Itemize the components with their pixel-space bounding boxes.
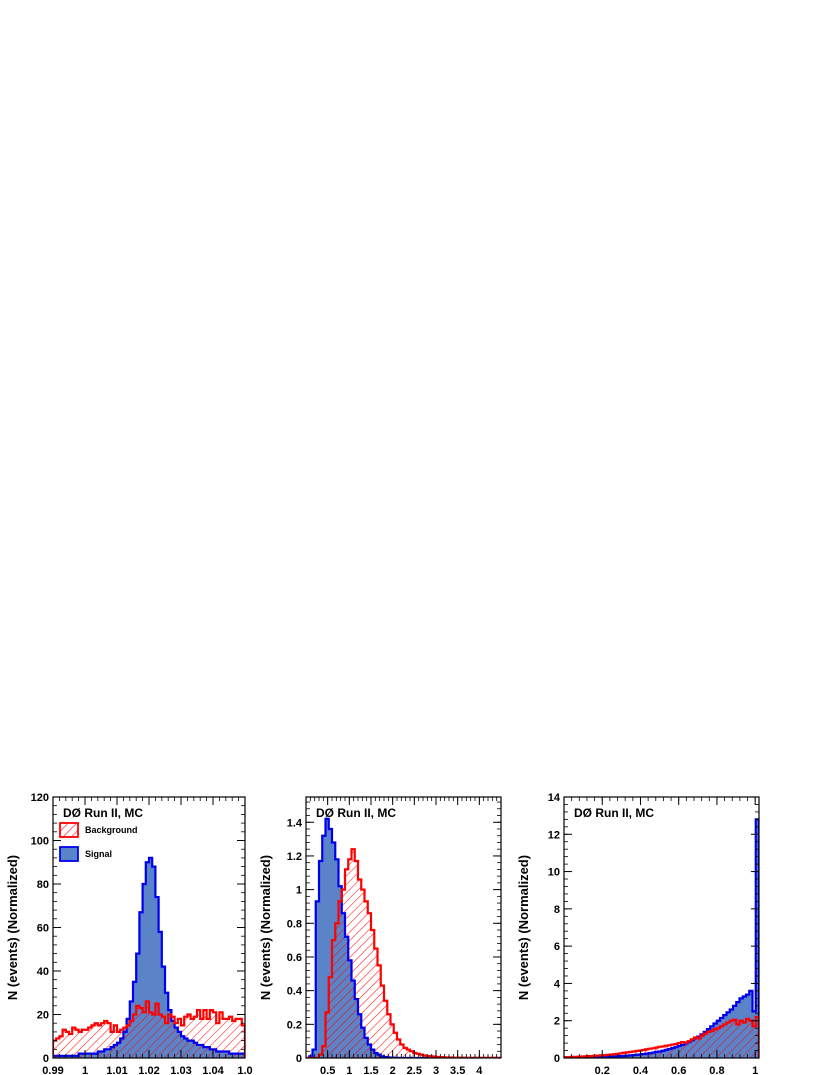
x-tick-label: 2	[390, 1065, 396, 1075]
legend-swatch-signal	[59, 846, 79, 862]
x-tick-label: 4	[476, 1065, 483, 1075]
plot-content	[564, 818, 759, 1058]
y-tick-label: 4	[554, 978, 561, 990]
legend-label-signal: Signal	[85, 849, 112, 859]
signal-histogram	[306, 817, 501, 1058]
plot-frame	[305, 796, 502, 1059]
x-tick-label: 2.5	[407, 1065, 422, 1075]
background-hatch	[564, 1016, 759, 1058]
legend-swatch-background	[59, 822, 79, 838]
x-tick-label: 1.03	[170, 1065, 191, 1075]
y-tick-label: 6	[554, 941, 560, 953]
y-tick-label: 60	[37, 923, 49, 935]
x-tick-label: 3	[433, 1065, 439, 1075]
plot-content	[53, 856, 245, 1058]
y-tick-label: 0.4	[287, 986, 303, 998]
background-histogram	[53, 1000, 245, 1058]
x-tick-label: 1	[82, 1065, 88, 1075]
signal-histogram	[53, 856, 245, 1058]
experiment-label: DØ Run II, MC	[574, 806, 654, 820]
experiment-label: DØ Run II, MC	[63, 806, 143, 820]
y-tick-label: 0.8	[287, 918, 302, 930]
x-tick-label: 1.02	[138, 1065, 159, 1075]
background-histogram	[564, 1015, 759, 1058]
y-tick-label: 0	[554, 1053, 560, 1065]
y-tick-label: 0	[296, 1053, 302, 1065]
x-tick-label: 0.2	[595, 1065, 610, 1075]
y-tick-label: 100	[31, 836, 49, 848]
x-tick-label: 1.5	[363, 1065, 378, 1075]
background-hatch	[306, 849, 501, 1058]
y-tick-label: 10	[548, 867, 560, 879]
x-tick-label: 0.8	[709, 1065, 724, 1075]
x-tick-label: 1.01	[106, 1065, 127, 1075]
y-tick-label: 1.4	[287, 817, 303, 829]
x-tick-label: 3.5	[450, 1065, 465, 1075]
chart-panel-delta-r: 0.5 1 1.5 2 2.5 3 3.5 4 0 0.2 0.4 0.6 0.8 1 1.2 1.4 DØ R…	[258, 796, 502, 1075]
signal-fill	[53, 857, 245, 1058]
x-tick-label: 0.4	[633, 1065, 649, 1075]
x-tick-label: 1	[752, 1065, 758, 1075]
y-tick-label: 2	[554, 1016, 560, 1028]
x-tick-label: 0.5	[320, 1065, 335, 1075]
x-tick-label: 0.99	[42, 1065, 63, 1075]
y-tick-label: 1.2	[287, 851, 302, 863]
y-axis-title: N (events) (Normalized)	[258, 855, 273, 1000]
y-tick-label: 0	[43, 1053, 49, 1065]
plot-frame	[563, 796, 760, 1059]
y-tick-label: 80	[37, 879, 49, 891]
y-tick-label: 1	[296, 885, 302, 897]
y-tick-label: 0.6	[287, 952, 302, 964]
y-axis-title: N (events) (Normalized)	[516, 855, 531, 1000]
y-tick-label: 120	[31, 792, 49, 804]
y-tick-label: 40	[37, 966, 49, 978]
y-tick-label: 8	[554, 904, 560, 916]
x-tick-label: 1	[346, 1065, 352, 1075]
legend-label-background: Background	[85, 825, 138, 835]
y-tick-label: 12	[548, 829, 560, 841]
y-axis-title: N (events) (Normalized)	[5, 855, 20, 1000]
y-tick-label: 0.2	[287, 1019, 302, 1031]
y-tick-label: 14	[548, 792, 561, 804]
x-tick-label: 1.04	[202, 1065, 224, 1075]
signal-histogram	[564, 818, 759, 1058]
x-tick-label: 1.0	[237, 1065, 252, 1075]
y-tick-label: 20	[37, 1010, 49, 1022]
experiment-label: DØ Run II, MC	[316, 806, 396, 820]
chart-panel-mass: 0.99 1 1.01 1.02 1.03 1.04 1.0 0 20 40 60 80 100 120 D…	[5, 792, 253, 1075]
x-tick-label: 0.6	[671, 1065, 686, 1075]
